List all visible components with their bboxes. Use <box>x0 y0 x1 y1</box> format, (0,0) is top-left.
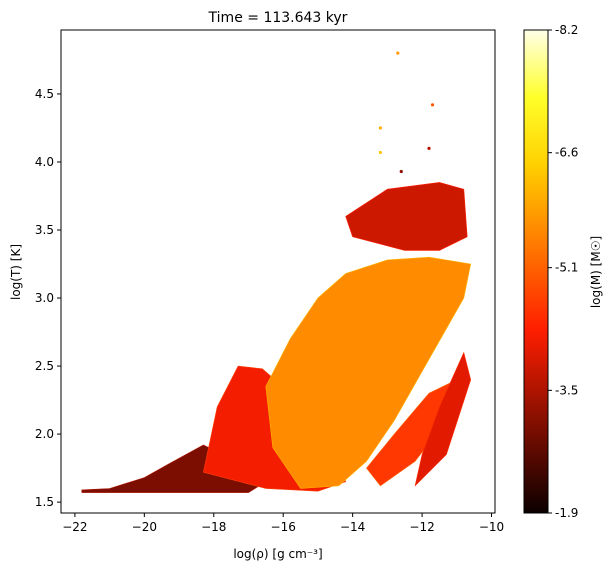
plot-frame <box>60 29 496 514</box>
colorbar-gradient <box>523 29 549 514</box>
data-point <box>430 103 435 107</box>
data-regions <box>81 182 472 493</box>
colorbar-tick-label: -1.9 <box>555 506 578 520</box>
x-tick-label: −20 <box>132 520 157 534</box>
x-tick-label: −10 <box>479 520 504 534</box>
region-dense-arm-2 <box>414 351 472 487</box>
x-axis-ticks: −22 −20 −18 −16 −14 −12 −10 <box>62 513 504 534</box>
scatter-points <box>378 51 435 174</box>
y-tick-label: 4.5 <box>35 87 54 101</box>
y-tick-label: 2.5 <box>35 359 54 373</box>
y-tick-label: 1.5 <box>35 495 54 509</box>
colorbar-tick-label: -6.6 <box>555 146 578 160</box>
y-tick-label: 2.0 <box>35 427 54 441</box>
region-main-body <box>265 256 472 489</box>
plot-area <box>81 51 472 493</box>
x-tick-label: −16 <box>271 520 296 534</box>
colorbar-tick-label: -8.2 <box>555 23 578 37</box>
x-axis-label: log(ρ) [g cm⁻³] <box>233 547 322 561</box>
colorbar: -1.9 -3.5 -5.1 -6.6 -8.2 log(M) [M☉] <box>523 23 603 520</box>
colorbar-tick-label: -5.1 <box>555 261 578 275</box>
y-axis-ticks: 1.5 2.0 2.5 3.0 3.5 4.0 4.5 <box>35 87 61 509</box>
colorbar-ticks: -1.9 -3.5 -5.1 -6.6 -8.2 <box>548 23 578 520</box>
data-point <box>378 150 383 155</box>
region-upper-band <box>345 182 468 251</box>
y-tick-label: 3.5 <box>35 223 54 237</box>
y-tick-label: 4.0 <box>35 155 54 169</box>
data-point <box>396 51 400 55</box>
region-dense-arm-1 <box>366 379 458 487</box>
y-tick-label: 3.0 <box>35 291 54 305</box>
data-point <box>378 126 383 130</box>
data-point <box>399 169 403 174</box>
chart-title: Time = 113.643 kyr <box>208 10 348 26</box>
colorbar-label: log(M) [M☉] <box>589 236 603 308</box>
colorbar-tick-label: -3.5 <box>555 383 578 397</box>
y-axis-label: log(T) [K] <box>9 244 23 300</box>
x-tick-label: −22 <box>62 520 87 534</box>
data-point <box>427 146 431 150</box>
x-tick-label: −18 <box>201 520 226 534</box>
x-tick-label: −12 <box>409 520 434 534</box>
x-tick-label: −14 <box>340 520 365 534</box>
